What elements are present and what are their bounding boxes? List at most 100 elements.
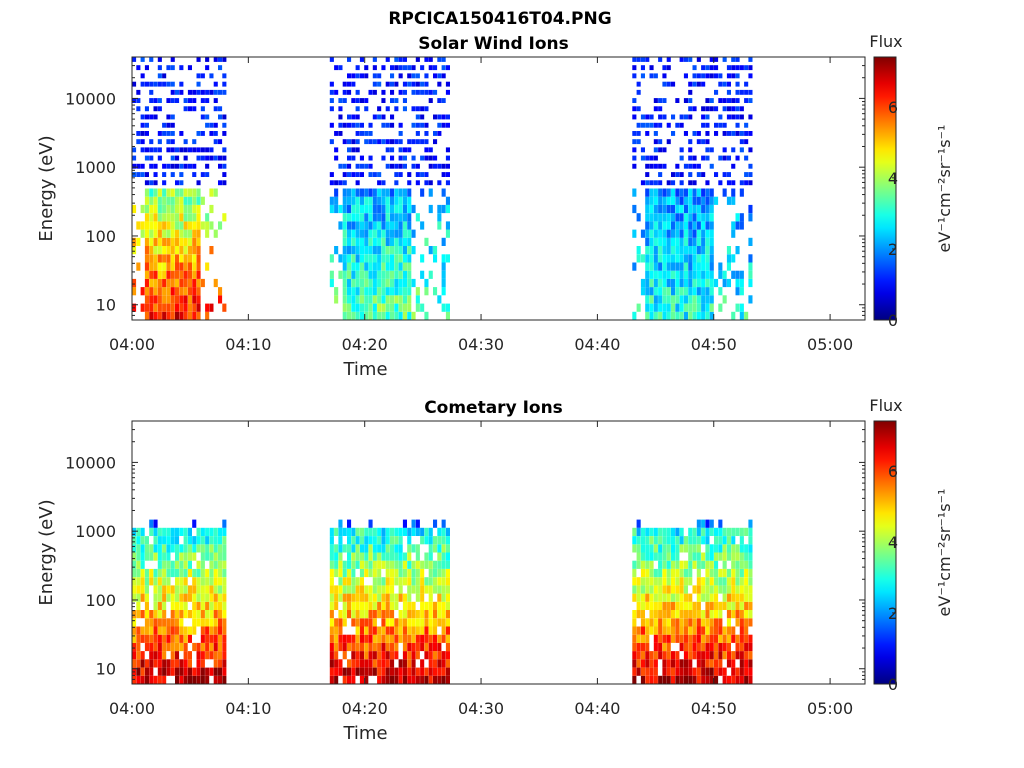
heatmap-cell: [709, 106, 714, 112]
heatmap-cell: [364, 585, 369, 594]
heatmap-cell: [666, 287, 671, 296]
heatmap-cell: [359, 527, 364, 536]
heatmap-cell: [445, 221, 450, 230]
heatmap-cell: [658, 618, 663, 627]
heatmap-cell: [200, 172, 205, 177]
heatmap-cell: [187, 544, 192, 553]
heatmap-cell: [329, 270, 334, 279]
heatmap-cell: [692, 270, 697, 279]
heatmap-cell: [714, 196, 719, 205]
heatmap-cell: [205, 626, 210, 635]
heatmap-cell: [149, 147, 154, 153]
heatmap-cell: [636, 593, 641, 602]
heatmap-cell: [355, 536, 360, 545]
heatmap-cell: [735, 593, 740, 602]
heatmap-cell: [632, 634, 637, 643]
heatmap-cell: [640, 278, 645, 288]
heatmap-cell: [162, 527, 167, 536]
heatmap-cell: [714, 618, 719, 627]
heatmap-cell: [355, 114, 360, 120]
colorbar-title: Flux: [869, 396, 902, 415]
heatmap-cell: [162, 675, 167, 684]
heatmap-cell: [187, 196, 192, 205]
heatmap-cell: [136, 65, 141, 71]
heatmap-cell: [398, 188, 403, 197]
heatmap-cell: [170, 651, 175, 660]
heatmap-cell: [709, 262, 714, 271]
heatmap-cell: [445, 114, 450, 120]
heatmap-cell: [649, 237, 654, 246]
heatmap-cell: [175, 196, 180, 205]
heatmap-cell: [433, 659, 438, 668]
heatmap-cell: [196, 667, 201, 676]
heatmap-cell: [175, 213, 180, 222]
heatmap-cell: [390, 278, 395, 288]
heatmap-cell: [632, 585, 637, 594]
heatmap-cell: [222, 519, 227, 528]
heatmap-cell: [649, 270, 654, 279]
heatmap-cell: [402, 601, 407, 610]
heatmap-cell: [364, 642, 369, 652]
heatmap-cell: [192, 278, 197, 288]
heatmap-cell: [748, 73, 753, 79]
heatmap-cell: [218, 106, 223, 112]
heatmap-cell: [658, 139, 663, 145]
heatmap-cell: [739, 65, 744, 71]
heatmap-cell: [364, 204, 369, 214]
heatmap-cell: [653, 229, 658, 238]
heatmap-cell: [640, 147, 645, 153]
heatmap-cell: [649, 65, 654, 71]
heatmap-cell: [675, 246, 680, 255]
heatmap-cell: [355, 246, 360, 255]
heatmap-cell: [420, 626, 425, 635]
heatmap-cell: [213, 89, 218, 95]
heatmap-cell: [398, 610, 403, 619]
heatmap-cell: [157, 303, 162, 312]
heatmap-cell: [666, 642, 671, 652]
heatmap-cell: [645, 303, 650, 312]
heatmap-cell: [162, 577, 167, 586]
heatmap-cell: [347, 81, 352, 87]
heatmap-cell: [407, 568, 412, 578]
heatmap-cell: [329, 601, 334, 610]
heatmap-cell: [705, 114, 710, 120]
heatmap-cell: [662, 634, 667, 643]
heatmap-cell: [433, 65, 438, 71]
x-tick-label: 04:20: [342, 335, 388, 354]
heatmap-cell: [658, 610, 663, 619]
heatmap-cell: [688, 610, 693, 619]
heatmap-cell: [683, 667, 688, 676]
heatmap-cell: [170, 626, 175, 635]
heatmap-cell: [132, 278, 137, 288]
heatmap-cell: [153, 634, 158, 643]
heatmap-cell: [381, 246, 386, 255]
heatmap-cell: [162, 131, 167, 136]
heatmap-cell: [213, 626, 218, 635]
heatmap-cell: [683, 254, 688, 263]
heatmap-cell: [166, 593, 171, 602]
heatmap-cell: [688, 163, 693, 169]
heatmap-cell: [132, 618, 137, 627]
heatmap-cell: [364, 560, 369, 569]
heatmap-cell: [701, 659, 706, 668]
heatmap-cell: [407, 229, 412, 238]
heatmap-cell: [132, 57, 137, 62]
heatmap-cell: [213, 98, 218, 103]
heatmap-cell: [407, 642, 412, 652]
heatmap-cell: [709, 585, 714, 594]
heatmap-cell: [368, 568, 373, 578]
heatmap-cell: [653, 536, 658, 545]
heatmap-cell: [433, 155, 438, 161]
heatmap-cell: [735, 122, 740, 128]
heatmap-cell: [205, 577, 210, 586]
heatmap-cell: [218, 552, 223, 561]
heatmap-cell: [709, 254, 714, 263]
heatmap-cell: [420, 188, 425, 197]
heatmap-cell: [394, 568, 399, 578]
heatmap-cell: [640, 675, 645, 684]
heatmap-cell: [338, 131, 343, 136]
heatmap-cell: [726, 65, 731, 71]
heatmap-cell: [377, 568, 382, 578]
heatmap-cell: [722, 57, 727, 62]
heatmap-cell: [658, 634, 663, 643]
